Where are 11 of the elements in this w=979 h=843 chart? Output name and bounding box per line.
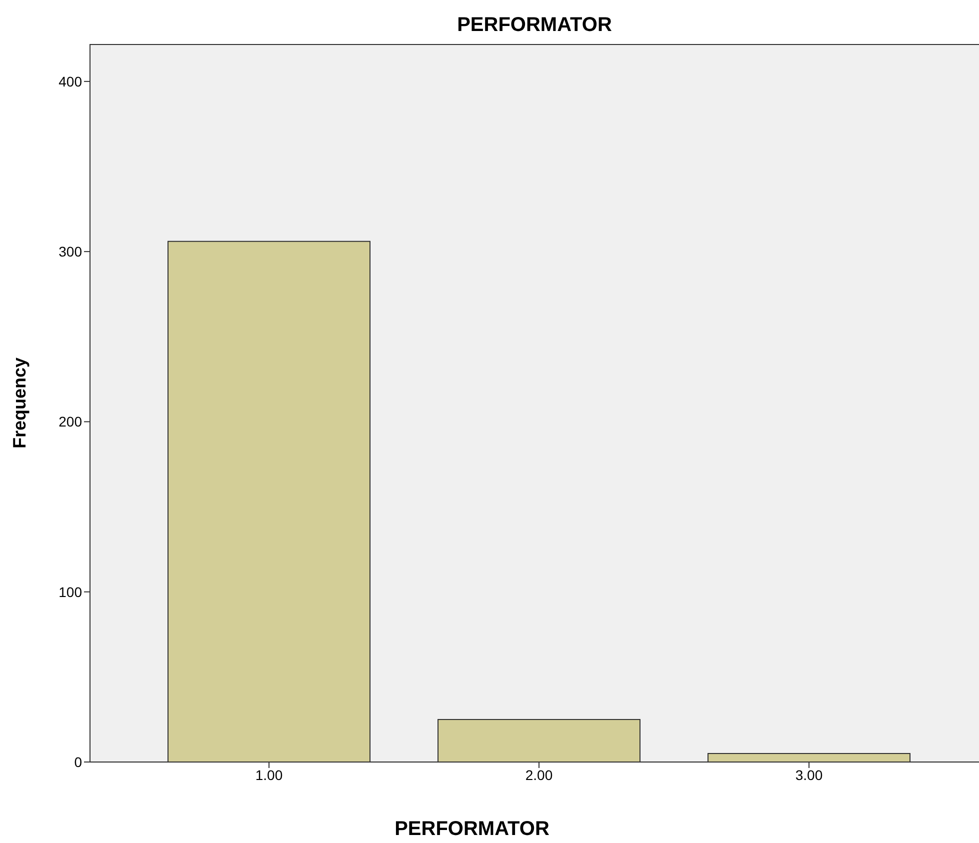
y-axis-title: Frequency [10,357,30,449]
chart-title: PERFORMATOR [456,14,613,37]
y-tick-label: 100 [58,584,82,600]
y-tick-label: 300 [58,244,82,260]
x-tick-label: 1.00 [255,766,283,783]
x-axis-title: PERFORMATOR [394,818,550,841]
x-tick-label: 3.00 [795,766,823,783]
y-tick-label: 0 [74,754,82,770]
x-tick-label: 2.00 [525,766,553,783]
y-tick-label: 400 [58,73,82,90]
y-tick-label: 200 [58,414,82,430]
